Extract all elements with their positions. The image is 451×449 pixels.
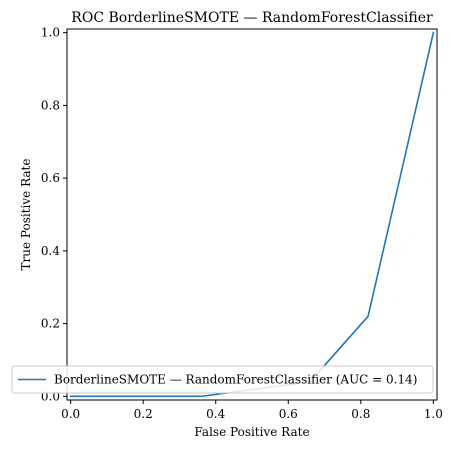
legend-box	[11, 365, 434, 394]
x-tick-label: 0.8	[351, 407, 370, 421]
x-tick-label: 0.6	[279, 407, 298, 421]
roc-curve-line	[69, 31, 435, 398]
y-tick-label: 0.8	[41, 98, 60, 112]
y-axis-label: True Positive Rate	[19, 159, 33, 271]
y-tick-label: 0.4	[41, 244, 60, 258]
legend-label: BorderlineSMOTE — RandomForestClassifier…	[54, 373, 417, 387]
y-tick-label: 1.0	[41, 26, 60, 40]
x-tick-label: 0.4	[206, 407, 225, 421]
y-tick-label: 0.2	[41, 317, 60, 331]
x-tick-label: 1.0	[424, 407, 443, 421]
x-axis-label: False Positive Rate	[194, 425, 309, 439]
chart-title: ROC BorderlineSMOTE — RandomForestClassi…	[71, 10, 433, 26]
plot-area-frame	[66, 28, 438, 401]
y-tick-label: 0.6	[41, 171, 60, 185]
x-tick-label: 0.2	[134, 407, 153, 421]
x-tick-label: 0.0	[61, 407, 80, 421]
